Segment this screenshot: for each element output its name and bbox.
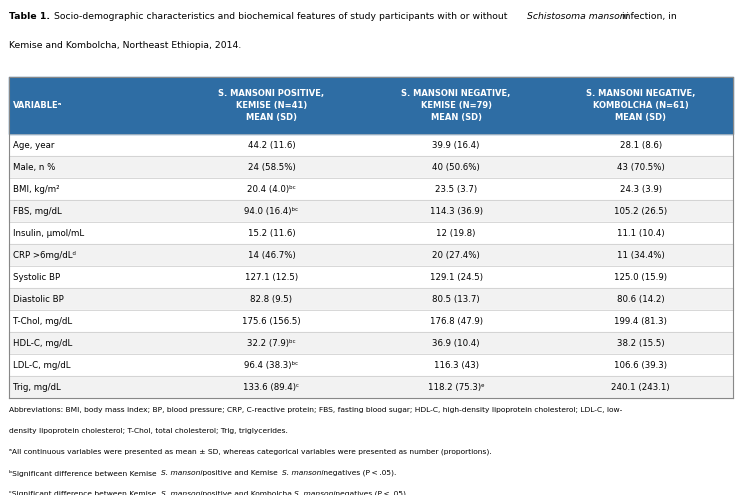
Text: 15.2 (11.6): 15.2 (11.6) xyxy=(248,229,295,238)
Text: S. MANSONI NEGATIVE,
KOMBOLCHA (N=61)
MEAN (SD): S. MANSONI NEGATIVE, KOMBOLCHA (N=61) ME… xyxy=(586,89,695,122)
Text: negatives (P < .05).: negatives (P < .05). xyxy=(321,470,396,476)
Text: 94.0 (16.4)ᵇᶜ: 94.0 (16.4)ᵇᶜ xyxy=(244,207,298,216)
Text: 129.1 (24.5): 129.1 (24.5) xyxy=(430,273,482,282)
Text: S. MANSONI NEGATIVE,
KEMISE (N=79)
MEAN (SD): S. MANSONI NEGATIVE, KEMISE (N=79) MEAN … xyxy=(401,89,510,122)
Text: density lipoprotein cholesterol; T-Chol, total cholesterol; Trig, triglycerides.: density lipoprotein cholesterol; T-Chol,… xyxy=(9,428,288,434)
Text: negatives (P < .05).: negatives (P < .05). xyxy=(332,491,408,495)
Text: 114.3 (36.9): 114.3 (36.9) xyxy=(430,207,482,216)
Text: CRP >6mg/dLᵈ: CRP >6mg/dLᵈ xyxy=(13,251,76,260)
Text: Male, n %: Male, n % xyxy=(13,163,56,172)
Text: infection, in: infection, in xyxy=(619,12,677,21)
Text: Diastolic BP: Diastolic BP xyxy=(13,295,64,304)
Text: 240.1 (243.1): 240.1 (243.1) xyxy=(611,383,670,392)
Text: 20.4 (4.0)ᵇᶜ: 20.4 (4.0)ᵇᶜ xyxy=(247,185,296,194)
Text: 105.2 (26.5): 105.2 (26.5) xyxy=(614,207,667,216)
Text: 82.8 (9.5): 82.8 (9.5) xyxy=(250,295,292,304)
Text: S. mansoni: S. mansoni xyxy=(161,491,203,495)
Text: Age, year: Age, year xyxy=(13,141,55,149)
Text: 44.2 (11.6): 44.2 (11.6) xyxy=(248,141,295,149)
Text: 39.9 (16.4): 39.9 (16.4) xyxy=(433,141,480,149)
Text: 127.1 (12.5): 127.1 (12.5) xyxy=(245,273,298,282)
Text: Table 1.: Table 1. xyxy=(9,12,50,21)
Text: Kemise and Kombolcha, Northeast Ethiopia, 2014.: Kemise and Kombolcha, Northeast Ethiopia… xyxy=(9,41,241,50)
Text: HDL-C, mg/dL: HDL-C, mg/dL xyxy=(13,339,73,348)
Text: 28.1 (8.6): 28.1 (8.6) xyxy=(620,141,662,149)
Text: 40 (50.6%): 40 (50.6%) xyxy=(433,163,480,172)
Text: Systolic BP: Systolic BP xyxy=(13,273,61,282)
Text: 23.5 (3.7): 23.5 (3.7) xyxy=(435,185,477,194)
Text: S. mansoni: S. mansoni xyxy=(282,470,324,476)
Text: Insulin, μmol/mL: Insulin, μmol/mL xyxy=(13,229,85,238)
Text: 24.3 (3.9): 24.3 (3.9) xyxy=(620,185,662,194)
Text: 11 (34.4%): 11 (34.4%) xyxy=(617,251,665,260)
Text: 80.5 (13.7): 80.5 (13.7) xyxy=(433,295,480,304)
Text: Trig, mg/dL: Trig, mg/dL xyxy=(13,383,61,392)
Text: S. MANSONI POSITIVE,
KEMISE (N=41)
MEAN (SD): S. MANSONI POSITIVE, KEMISE (N=41) MEAN … xyxy=(218,89,324,122)
Text: ᵃAll continuous variables were presented as mean ± SD, whereas categorical varia: ᵃAll continuous variables were presented… xyxy=(9,449,492,455)
Text: S. mansoni: S. mansoni xyxy=(294,491,335,495)
Text: 125.0 (15.9): 125.0 (15.9) xyxy=(614,273,667,282)
Text: 24 (58.5%): 24 (58.5%) xyxy=(248,163,295,172)
Text: Abbreviations: BMI, body mass index; BP, blood pressure; CRP, C-reactive protein: Abbreviations: BMI, body mass index; BP,… xyxy=(9,407,623,413)
Text: positive and Kemise: positive and Kemise xyxy=(200,470,280,476)
Text: 43 (70.5%): 43 (70.5%) xyxy=(617,163,665,172)
Text: Socio-demographic characteristics and biochemical features of study participants: Socio-demographic characteristics and bi… xyxy=(47,12,510,21)
Text: Schistosoma mansoni: Schistosoma mansoni xyxy=(527,12,628,21)
Text: T-Chol, mg/dL: T-Chol, mg/dL xyxy=(13,317,73,326)
Text: FBS, mg/dL: FBS, mg/dL xyxy=(13,207,62,216)
Text: 133.6 (89.4)ᶜ: 133.6 (89.4)ᶜ xyxy=(243,383,300,392)
Text: 20 (27.4%): 20 (27.4%) xyxy=(433,251,480,260)
Text: LDL-C, mg/dL: LDL-C, mg/dL xyxy=(13,361,70,370)
Text: VARIABLEᵃ: VARIABLEᵃ xyxy=(13,101,63,110)
Text: positive and Kombolcha: positive and Kombolcha xyxy=(200,491,295,495)
Text: 12 (19.8): 12 (19.8) xyxy=(436,229,476,238)
Text: ᶜSignificant difference between Kemise: ᶜSignificant difference between Kemise xyxy=(9,491,159,495)
Text: 176.8 (47.9): 176.8 (47.9) xyxy=(430,317,482,326)
Text: 38.2 (15.5): 38.2 (15.5) xyxy=(617,339,665,348)
Text: 14 (46.7%): 14 (46.7%) xyxy=(248,251,295,260)
Text: 11.1 (10.4): 11.1 (10.4) xyxy=(617,229,665,238)
Text: BMI, kg/m²: BMI, kg/m² xyxy=(13,185,60,194)
Text: 116.3 (43): 116.3 (43) xyxy=(433,361,479,370)
Text: 199.4 (81.3): 199.4 (81.3) xyxy=(614,317,667,326)
Text: ᵇSignificant difference between Kemise: ᵇSignificant difference between Kemise xyxy=(9,470,159,477)
Text: 32.2 (7.9)ᵇᶜ: 32.2 (7.9)ᵇᶜ xyxy=(247,339,296,348)
Text: 175.6 (156.5): 175.6 (156.5) xyxy=(242,317,301,326)
Text: 106.6 (39.3): 106.6 (39.3) xyxy=(614,361,667,370)
Text: S. mansoni: S. mansoni xyxy=(161,470,203,476)
Text: 118.2 (75.3)ᵉ: 118.2 (75.3)ᵉ xyxy=(428,383,485,392)
Text: 96.4 (38.3)ᵇᶜ: 96.4 (38.3)ᵇᶜ xyxy=(244,361,298,370)
Text: 80.6 (14.2): 80.6 (14.2) xyxy=(617,295,665,304)
Text: 36.9 (10.4): 36.9 (10.4) xyxy=(433,339,480,348)
